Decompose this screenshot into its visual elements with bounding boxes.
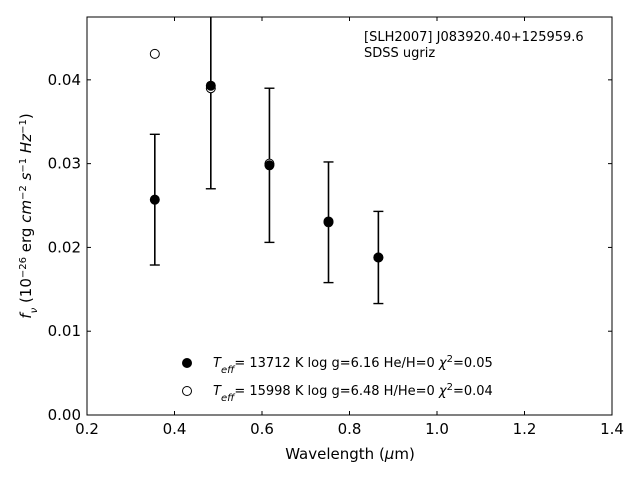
model-point-filled <box>323 216 334 227</box>
y-tick-label: 0.02 <box>48 238 81 256</box>
legend-item-model-2: Teff= 15998 K log g=6.48 H/He=0 χ2=0.04 <box>182 382 493 404</box>
model-point-filled <box>149 194 160 205</box>
x-tick-label: 0.4 <box>163 420 187 438</box>
y-tick-label: 0.00 <box>48 406 81 424</box>
ticks-layer: 0.2 0.4 0.6 0.8 1.0 1.2 1.4 0.00 0.01 0.02 0.03 0.0… <box>48 17 624 438</box>
x-tick-label: 0.6 <box>250 420 274 438</box>
annotation-survey: SDSS ugriz <box>364 46 435 61</box>
x-tick-label: 1.2 <box>513 420 537 438</box>
legend-marker-filled <box>182 358 192 368</box>
model-point-filled <box>373 252 384 263</box>
y-tick-label: 0.03 <box>48 155 81 173</box>
y-tick-label: 0.01 <box>48 322 81 340</box>
model-point-filled <box>264 160 275 171</box>
plot-frame <box>86 16 613 416</box>
x-tick-label: 1.0 <box>425 420 449 438</box>
x-tick-label: 1.4 <box>600 420 624 438</box>
x-tick-label: 0.8 <box>338 420 362 438</box>
x-tick-label: 0.2 <box>75 420 99 438</box>
legend-label-model-1: Teff= 13712 K log g=6.16 He/H=0 χ2=0.05 <box>213 354 493 376</box>
x-axis-label: Wavelength (μm) <box>285 445 415 463</box>
y-tick-label: 0.04 <box>48 71 81 89</box>
model-point-open <box>149 48 160 59</box>
legend-label-model-2: Teff= 15998 K log g=6.48 H/He=0 χ2=0.04 <box>213 382 493 404</box>
points-layer <box>149 48 384 263</box>
legend-item-model-1: Teff= 13712 K log g=6.16 He/H=0 χ2=0.05 <box>182 354 493 376</box>
legend: Teff= 13712 K log g=6.16 He/H=0 χ2=0.05 … <box>182 354 493 404</box>
annotation-object-name: [SLH2007] J083920.40+125959.6 <box>364 30 584 45</box>
legend-marker-open <box>182 386 192 396</box>
y-axis-label: fν (10−26 erg cm−2 s−1 Hz−1) <box>17 113 40 318</box>
model-point-filled <box>205 80 216 91</box>
